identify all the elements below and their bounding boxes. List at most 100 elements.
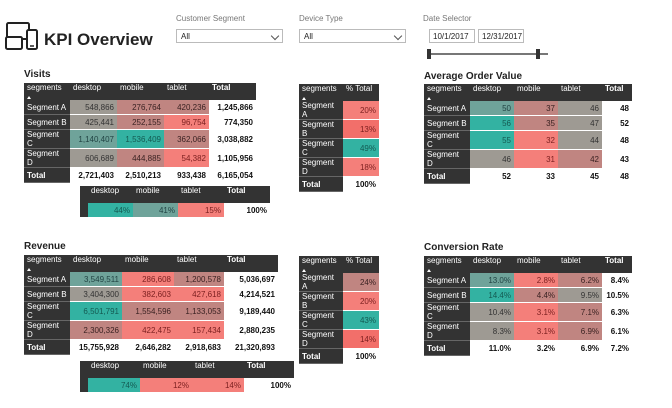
- date-slider-end-handle[interactable]: [536, 49, 540, 59]
- table-cell-total: 48: [602, 168, 632, 184]
- table-cell: 420,236: [164, 100, 209, 115]
- table-row: Segment A 50 37 46 48: [424, 101, 632, 116]
- table-cell: 14%: [192, 378, 244, 393]
- column-header-desktop[interactable]: desktop: [70, 83, 117, 100]
- row-label: Segment B: [299, 291, 343, 311]
- start-date-input[interactable]: 10/1/2017: [429, 29, 475, 43]
- column-header-pct-total[interactable]: % Total: [343, 256, 379, 273]
- column-header-tablet[interactable]: tablet: [164, 83, 209, 100]
- table-row: Segment A 548,866 276,764 420,236 1,245,…: [24, 100, 256, 115]
- row-label: Segment D: [424, 321, 470, 341]
- table-cell: 6.9%: [558, 321, 602, 341]
- table-cell: 44: [558, 130, 602, 150]
- table-cell-total: 8.4%: [602, 273, 632, 288]
- column-header-total[interactable]: Total: [602, 84, 632, 101]
- column-header-mobile[interactable]: mobile: [140, 361, 192, 378]
- table-cell-total: 6.3%: [602, 302, 632, 322]
- column-header-desktop[interactable]: desktop: [88, 186, 133, 203]
- column-header-desktop[interactable]: desktop: [70, 255, 122, 272]
- column-header-mobile[interactable]: mobile: [117, 83, 164, 100]
- column-header-pct-total[interactable]: % Total: [343, 84, 379, 101]
- column-header-tablet[interactable]: tablet: [174, 255, 224, 272]
- table-cell: 444,885: [117, 148, 164, 168]
- column-header-tablet[interactable]: tablet: [558, 256, 602, 273]
- column-header-desktop[interactable]: desktop: [470, 256, 514, 273]
- table-cell: 276,764: [117, 100, 164, 115]
- column-header-tablet[interactable]: tablet: [192, 361, 244, 378]
- column-header-total[interactable]: Total: [244, 361, 294, 378]
- table-cell: 18%: [343, 157, 379, 177]
- table-cell: 50: [470, 101, 514, 116]
- table-cell: 24%: [343, 273, 379, 292]
- row-label: Segment D: [299, 329, 343, 349]
- column-header-tablet[interactable]: tablet: [178, 186, 224, 203]
- table-row: Segment B 56 35 47 52: [424, 115, 632, 131]
- visits-matrix: segments desktop mobile tablet Total Seg…: [24, 83, 256, 183]
- sort-arrow-icon: [427, 97, 431, 100]
- table-cell: 13.0%: [470, 273, 514, 288]
- table-cell: 3,549,511: [70, 272, 122, 287]
- row-label: Segment B: [24, 114, 70, 130]
- column-header-segments[interactable]: segments: [24, 83, 70, 100]
- column-header-mobile[interactable]: mobile: [122, 255, 174, 272]
- table-cell: 382,603: [122, 286, 174, 302]
- end-date-input[interactable]: 12/31/2017: [478, 29, 524, 43]
- column-header-total[interactable]: Total: [602, 256, 632, 273]
- table-cell: 32: [514, 130, 558, 150]
- table-cell: 6,501,791: [70, 301, 122, 321]
- table-cell: 15,755,928: [70, 339, 122, 355]
- date-slider-track[interactable]: [427, 53, 548, 55]
- column-header-mobile[interactable]: mobile: [133, 186, 178, 203]
- visits-title: Visits: [24, 69, 51, 80]
- row-label: Segment B: [299, 119, 343, 139]
- column-header-segments[interactable]: segments: [424, 84, 470, 101]
- table-row: Segment C 6,501,791 1,554,596 1,133,053 …: [24, 301, 278, 321]
- table-row: Segment B 13%: [299, 119, 379, 139]
- table-cell: 4.4%: [514, 287, 558, 303]
- column-header-total[interactable]: Total: [224, 186, 270, 203]
- row-label: Total: [424, 340, 470, 356]
- table-total-row: Total 100%: [299, 348, 379, 364]
- table-row: Segment D 2,300,326 422,475 157,434 2,88…: [24, 320, 278, 340]
- table-row: Segment C 43%: [299, 310, 379, 330]
- column-header-desktop[interactable]: desktop: [88, 361, 140, 378]
- row-label: Segment A: [24, 100, 70, 115]
- device-type-dropdown[interactable]: All: [299, 29, 406, 43]
- row-label: Segment A: [424, 273, 470, 288]
- column-header-mobile[interactable]: mobile: [514, 256, 558, 273]
- column-header-segments[interactable]: segments: [299, 84, 343, 101]
- table-cell: 3,404,300: [70, 286, 122, 302]
- customer-segment-dropdown[interactable]: All: [176, 29, 283, 43]
- table-cell: 46: [470, 149, 514, 169]
- column-header-segments[interactable]: segments: [24, 255, 70, 272]
- table-row: Segment A 13.0% 2.8% 6.2% 8.4%: [424, 273, 632, 288]
- column-header-mobile[interactable]: mobile: [514, 84, 558, 101]
- table-cell: 252,155: [117, 114, 164, 130]
- table-cell: 52: [470, 168, 514, 184]
- column-header-tablet[interactable]: tablet: [558, 84, 602, 101]
- table-cell: 3.1%: [514, 302, 558, 322]
- table-row: Segment C 10.4% 3.1% 7.1% 6.3%: [424, 302, 632, 322]
- table-cell: 7.1%: [558, 302, 602, 322]
- customer-segment-value: All: [181, 32, 190, 41]
- table-cell-total: 100%: [244, 378, 294, 393]
- table-cell-total: 3,038,882: [209, 129, 256, 149]
- table-cell: 1,554,596: [122, 301, 174, 321]
- table-cell: 2,510,213: [117, 167, 164, 183]
- row-label: Total: [424, 168, 470, 184]
- column-header-desktop[interactable]: desktop: [470, 84, 514, 101]
- column-header-total[interactable]: Total: [209, 83, 256, 100]
- column-header-segments[interactable]: segments: [299, 256, 343, 273]
- row-label: Segment D: [24, 148, 70, 168]
- table-cell: 606,689: [70, 148, 117, 168]
- table-cell: 362,066: [164, 129, 209, 149]
- date-slider-start-handle[interactable]: [427, 49, 431, 59]
- column-header-total[interactable]: Total: [224, 255, 278, 272]
- row-label: Segment D: [424, 149, 470, 169]
- table-cell: 46: [558, 101, 602, 116]
- row-label: Segment B: [24, 286, 70, 302]
- sort-arrow-icon: [27, 96, 31, 99]
- device-type-label: Device Type: [299, 14, 343, 23]
- table-cell: 14.4%: [470, 287, 514, 303]
- column-header-segments[interactable]: segments: [424, 256, 470, 273]
